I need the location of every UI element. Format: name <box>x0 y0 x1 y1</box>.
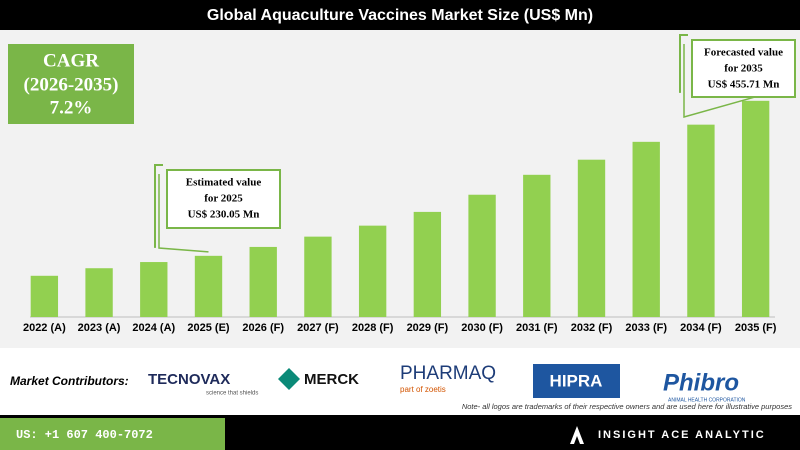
note: Note- all logos are trademarks of their … <box>462 402 792 411</box>
bar <box>85 268 113 317</box>
x-tick-label: 2035 (F) <box>735 322 777 334</box>
bar <box>413 211 442 317</box>
bar <box>140 262 168 317</box>
callout-text: for 2025 <box>204 193 243 205</box>
chart-title: Global Aquaculture Vaccines Market Size … <box>207 7 593 24</box>
contributors-label: Market Contributors: <box>10 374 129 388</box>
bar <box>687 124 715 317</box>
callout-bracket <box>154 164 163 248</box>
bar <box>632 141 660 317</box>
logo: HIPRA <box>550 371 603 390</box>
x-tick-label: 2034 (F) <box>680 322 722 334</box>
callout-box <box>691 39 796 98</box>
x-tick-label: 2024 (A) <box>132 322 175 334</box>
logo-tagline: science that shields <box>206 391 258 397</box>
x-tick-label: 2029 (F) <box>407 322 449 334</box>
x-tick-label: 2032 (F) <box>571 322 613 334</box>
callout-text: Forecasted value <box>704 47 783 59</box>
cagr-label: CAGR <box>43 50 99 71</box>
cagr-value: 7.2% <box>50 97 93 118</box>
callout-bracket <box>683 44 756 118</box>
callout-text: US$ 230.05 Mn <box>188 209 260 221</box>
bar <box>523 174 551 317</box>
brand-icon <box>570 426 584 444</box>
brand: INSIGHT ACE ANALYTIC <box>598 429 766 441</box>
x-tick-label: 2028 (F) <box>352 322 394 334</box>
x-tick-label: 2022 (A) <box>23 322 66 334</box>
cagr-period: (2026-2035) <box>24 74 119 95</box>
x-tick-label: 2023 (A) <box>78 322 121 334</box>
callout-text: Estimated value <box>186 177 262 189</box>
logo: Phibro <box>663 369 739 396</box>
x-tick-label: 2031 (F) <box>516 322 558 334</box>
bar <box>577 159 606 317</box>
logo-tagline: part of zoetis <box>400 385 446 394</box>
logo-tagline: ANIMAL HEALTH CORPORATION <box>668 397 746 403</box>
x-tick-label: 2026 (F) <box>242 322 284 334</box>
callout-bracket <box>158 174 209 253</box>
logo: MERCK <box>304 371 359 388</box>
x-tick-label: 2033 (F) <box>625 322 667 334</box>
phone: US: +1 607 400-7072 <box>16 428 153 442</box>
cagr-box <box>8 44 134 124</box>
bar <box>249 246 277 317</box>
title-bar <box>0 0 800 30</box>
bar <box>358 225 387 317</box>
hipra-box <box>533 364 620 398</box>
callout-text: for 2035 <box>724 63 763 75</box>
x-tick-label: 2027 (F) <box>297 322 339 334</box>
logo: TECNOVAX <box>148 371 230 388</box>
bar <box>30 275 59 317</box>
bar <box>741 100 770 318</box>
bar <box>304 236 332 317</box>
x-tick-label: 2030 (F) <box>461 322 503 334</box>
bar <box>194 255 223 317</box>
merck-icon <box>278 368 300 390</box>
callout-text: US$ 455.71 Mn <box>708 79 780 91</box>
x-tick-label: 2025 (E) <box>187 322 230 334</box>
callout-bracket <box>679 34 688 93</box>
bar <box>468 194 496 317</box>
logo: PHARMAQ <box>400 363 496 384</box>
logo-strip <box>0 355 800 415</box>
callout-box <box>166 169 281 229</box>
phone-box <box>0 418 225 450</box>
